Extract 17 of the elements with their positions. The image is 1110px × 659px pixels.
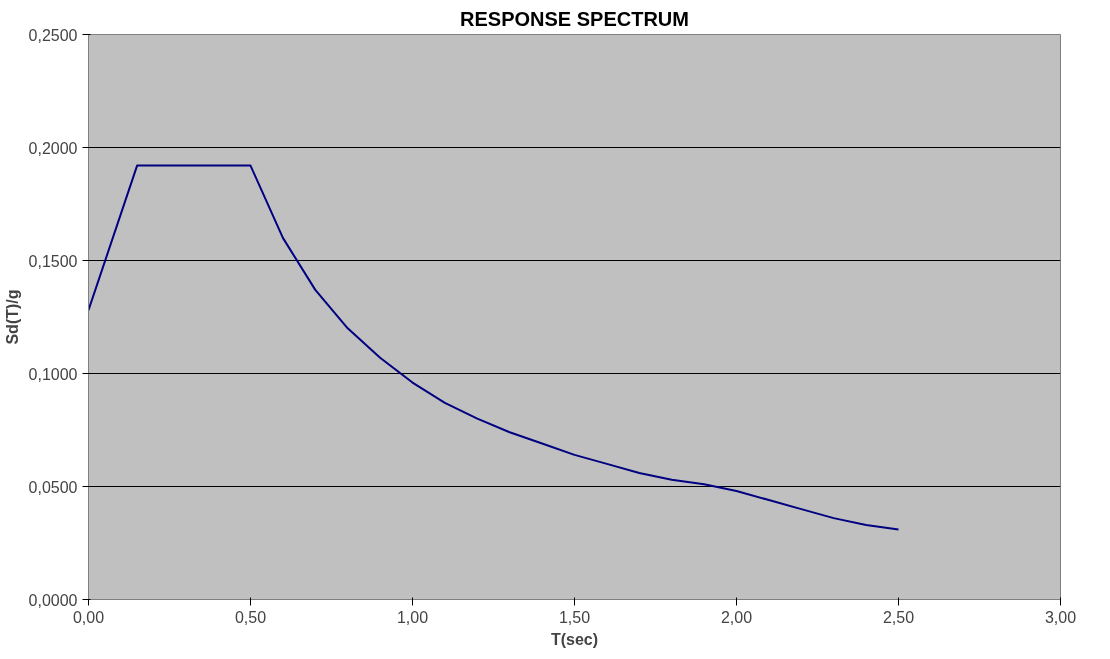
x-axis-title: T(sec) — [550, 630, 599, 648]
x-tick-label: 3,00 — [1044, 608, 1077, 626]
x-tick-label: 0,00 — [72, 608, 105, 626]
x-tick-label: 1,50 — [558, 608, 591, 626]
y-tick-label: 0,2000 — [28, 139, 78, 157]
y-axis-title: Sd(T)/g — [3, 289, 21, 345]
x-tick-label: 1,00 — [396, 608, 429, 626]
y-tick-label: 0,1000 — [28, 365, 78, 383]
x-tick-label: 0,50 — [234, 608, 267, 626]
x-tick-label: 2,00 — [720, 608, 753, 626]
line-series — [88, 164, 900, 531]
y-tick-label: 0,0000 — [28, 591, 78, 609]
x-tick-label: 2,50 — [882, 608, 915, 626]
y-tick-label: 0,1500 — [28, 252, 78, 270]
y-tick-label: 0,2500 — [28, 26, 78, 44]
chart-title: RESPONSE SPECTRUM — [460, 7, 689, 30]
y-tick-label: 0,0500 — [28, 478, 78, 496]
